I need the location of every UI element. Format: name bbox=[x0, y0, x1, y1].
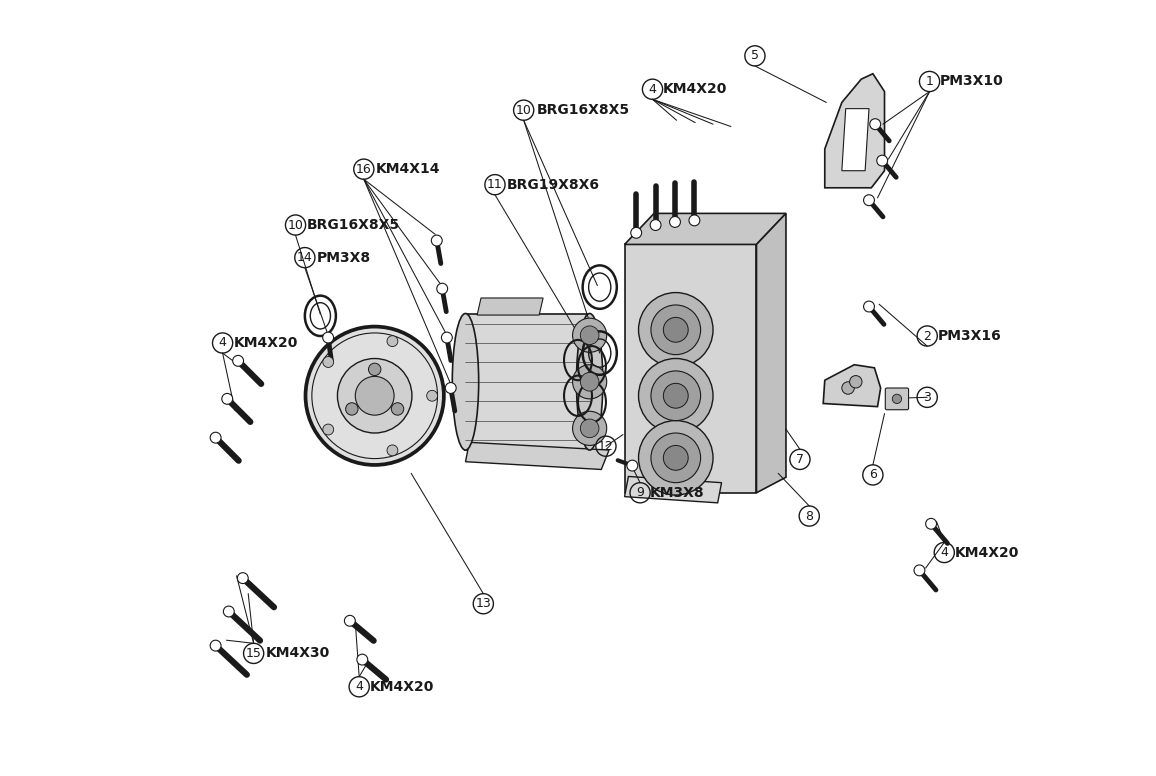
Circle shape bbox=[306, 327, 443, 464]
Text: KM3X8: KM3X8 bbox=[650, 486, 705, 500]
Circle shape bbox=[669, 217, 681, 227]
Text: 12: 12 bbox=[598, 440, 614, 452]
Circle shape bbox=[355, 376, 394, 415]
Polygon shape bbox=[823, 365, 881, 407]
Text: 4: 4 bbox=[649, 83, 657, 95]
Text: BRG19X8X6: BRG19X8X6 bbox=[506, 178, 600, 192]
Circle shape bbox=[387, 336, 398, 347]
Text: 9: 9 bbox=[636, 487, 644, 499]
Circle shape bbox=[437, 283, 447, 294]
Circle shape bbox=[651, 371, 701, 421]
Circle shape bbox=[445, 383, 457, 393]
Circle shape bbox=[842, 382, 854, 394]
Text: 1: 1 bbox=[926, 75, 933, 88]
Text: KM4X20: KM4X20 bbox=[662, 82, 727, 96]
Text: 15: 15 bbox=[246, 647, 261, 660]
Polygon shape bbox=[466, 442, 609, 469]
Circle shape bbox=[631, 227, 642, 238]
Text: 3: 3 bbox=[924, 391, 931, 404]
Ellipse shape bbox=[577, 314, 602, 450]
FancyBboxPatch shape bbox=[885, 388, 909, 410]
Circle shape bbox=[572, 411, 607, 445]
Circle shape bbox=[864, 301, 874, 312]
Circle shape bbox=[222, 393, 232, 404]
Text: 5: 5 bbox=[751, 50, 759, 62]
Circle shape bbox=[237, 573, 249, 584]
Text: 4: 4 bbox=[940, 546, 948, 559]
Text: KM4X30: KM4X30 bbox=[265, 646, 329, 660]
Circle shape bbox=[323, 357, 334, 368]
Text: 4: 4 bbox=[218, 337, 227, 349]
Text: KM4X14: KM4X14 bbox=[376, 162, 440, 176]
Circle shape bbox=[427, 390, 437, 401]
Text: KM4X20: KM4X20 bbox=[235, 336, 298, 350]
Circle shape bbox=[638, 421, 713, 495]
Text: 10: 10 bbox=[288, 219, 304, 231]
Polygon shape bbox=[477, 298, 543, 315]
Text: PM3X10: PM3X10 bbox=[940, 74, 1003, 88]
Circle shape bbox=[638, 293, 713, 367]
Circle shape bbox=[210, 432, 221, 443]
Circle shape bbox=[664, 445, 688, 470]
Circle shape bbox=[850, 376, 862, 388]
Circle shape bbox=[442, 332, 452, 343]
Circle shape bbox=[210, 640, 221, 651]
Circle shape bbox=[223, 606, 235, 617]
Ellipse shape bbox=[452, 314, 479, 450]
Text: BRG16X8X5: BRG16X8X5 bbox=[307, 218, 400, 232]
Text: KM4X20: KM4X20 bbox=[369, 680, 434, 694]
Circle shape bbox=[892, 394, 902, 404]
Circle shape bbox=[651, 305, 701, 355]
Circle shape bbox=[651, 433, 701, 483]
Polygon shape bbox=[756, 213, 786, 493]
Circle shape bbox=[689, 215, 699, 226]
Text: 13: 13 bbox=[475, 598, 491, 610]
Text: 8: 8 bbox=[806, 510, 814, 522]
Circle shape bbox=[344, 615, 355, 626]
Text: 14: 14 bbox=[297, 251, 313, 264]
Text: 11: 11 bbox=[487, 178, 503, 191]
Circle shape bbox=[926, 518, 936, 529]
Circle shape bbox=[580, 326, 599, 345]
Polygon shape bbox=[624, 476, 721, 503]
Circle shape bbox=[357, 654, 368, 665]
Circle shape bbox=[431, 235, 443, 246]
Circle shape bbox=[232, 355, 244, 366]
Circle shape bbox=[572, 365, 607, 399]
Text: PM3X16: PM3X16 bbox=[938, 329, 1001, 343]
Polygon shape bbox=[842, 109, 869, 171]
Circle shape bbox=[346, 403, 358, 415]
Circle shape bbox=[869, 119, 881, 130]
Circle shape bbox=[392, 403, 403, 415]
Circle shape bbox=[580, 372, 599, 391]
Text: 16: 16 bbox=[356, 163, 372, 175]
Text: PM3X8: PM3X8 bbox=[317, 251, 371, 265]
Circle shape bbox=[914, 565, 925, 576]
Circle shape bbox=[323, 424, 334, 435]
Circle shape bbox=[638, 359, 713, 433]
Text: BRG16X8X5: BRG16X8X5 bbox=[536, 103, 630, 117]
Text: 7: 7 bbox=[796, 453, 803, 466]
Circle shape bbox=[323, 332, 334, 343]
Text: KM4X20: KM4X20 bbox=[955, 546, 1018, 559]
Circle shape bbox=[572, 318, 607, 352]
Circle shape bbox=[864, 195, 874, 206]
Circle shape bbox=[338, 359, 412, 433]
Text: 10: 10 bbox=[516, 104, 532, 116]
Text: 6: 6 bbox=[869, 469, 876, 481]
Circle shape bbox=[387, 445, 398, 456]
Circle shape bbox=[664, 383, 688, 408]
Circle shape bbox=[369, 363, 380, 376]
Circle shape bbox=[650, 220, 661, 230]
Circle shape bbox=[580, 419, 599, 438]
Polygon shape bbox=[624, 244, 756, 493]
Circle shape bbox=[664, 317, 688, 342]
Text: 4: 4 bbox=[355, 681, 363, 693]
Polygon shape bbox=[624, 213, 786, 244]
Text: 2: 2 bbox=[924, 330, 931, 342]
Polygon shape bbox=[824, 74, 884, 188]
Circle shape bbox=[876, 155, 888, 166]
Circle shape bbox=[627, 460, 638, 471]
Polygon shape bbox=[466, 314, 590, 450]
